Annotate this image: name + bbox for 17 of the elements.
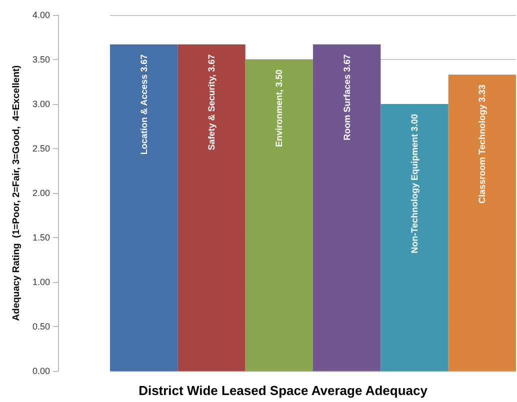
y-tick-label: 2.50 bbox=[32, 144, 50, 154]
y-tick-label: 3.50 bbox=[32, 54, 50, 65]
y-tick-label: 1.00 bbox=[32, 277, 50, 288]
y-tick-label: 2.00 bbox=[32, 188, 50, 198]
data-label: Safety & Security, 3.67 bbox=[206, 54, 216, 150]
y-tick-label: 3.00 bbox=[32, 99, 50, 110]
y-tick-label: 1.50 bbox=[32, 232, 50, 243]
data-label: Non-Technology Equipment 3.00 bbox=[410, 114, 420, 254]
y-tick-label: 0.00 bbox=[32, 366, 50, 376]
y-axis-title: Adequacy Rating (1=Poor, 2=Fair, 3=Good, 4=Excellent) bbox=[11, 65, 22, 321]
data-label: Classroom Technology 3.33 bbox=[477, 84, 488, 204]
y-tick-label: 4.00 bbox=[32, 10, 50, 20]
data-label: Location & Access 3.67 bbox=[138, 54, 149, 155]
y-tick-label: 0.50 bbox=[32, 322, 50, 332]
data-label: Environment, 3.50 bbox=[274, 70, 284, 148]
x-axis-title: District Wide Leased Space Average Adequacy bbox=[138, 383, 428, 398]
data-label: Room Surfaces 3.67 bbox=[342, 54, 352, 140]
